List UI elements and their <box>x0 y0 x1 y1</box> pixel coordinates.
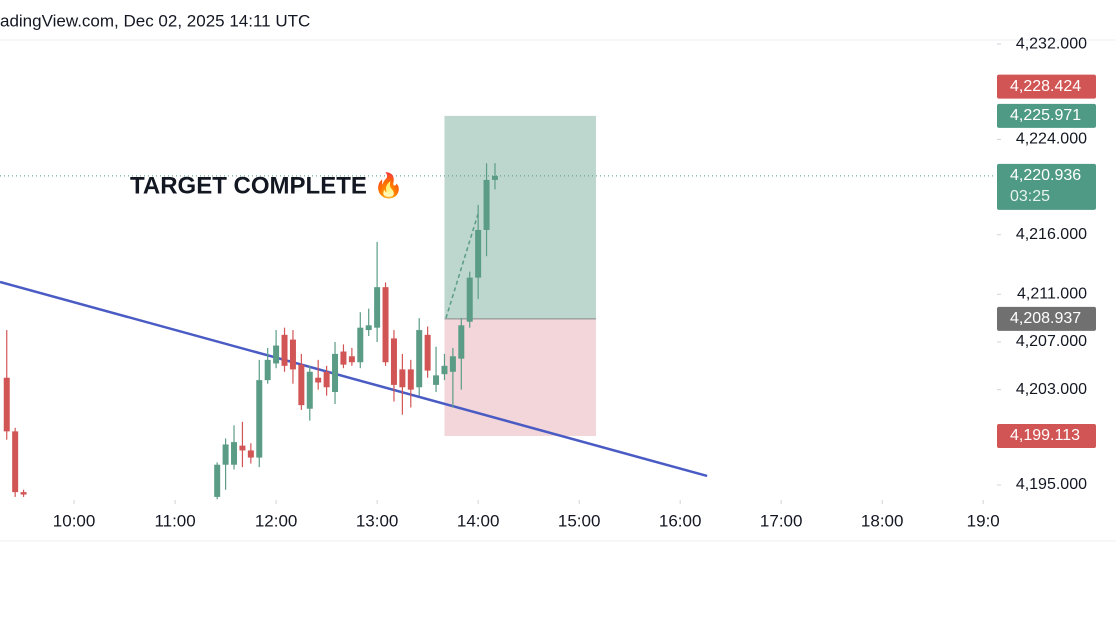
candle-body <box>374 287 381 328</box>
candle-body <box>466 277 473 322</box>
annotation: TARGET COMPLETE 🔥 <box>130 171 403 199</box>
x-tick-label: 11:00 <box>154 511 195 530</box>
x-tick-label: 12:00 <box>255 511 298 530</box>
x-tick-label: 18:00 <box>861 511 904 530</box>
x-tick-label: 14:00 <box>457 511 500 530</box>
candle-body <box>475 229 482 278</box>
candle-body <box>239 445 246 451</box>
candle-body <box>256 380 263 458</box>
price-marker <box>997 74 1096 99</box>
candle-body <box>247 450 254 458</box>
price-marker-label: 4,225.971 <box>1010 107 1081 124</box>
candle-body <box>3 377 10 432</box>
y-tick-label: 4,195.000 <box>1016 476 1087 493</box>
candle-body <box>458 325 465 359</box>
header-text: adingView.com, Dec 02, 2025 14:11 UTC <box>0 11 310 30</box>
price-marker <box>997 423 1096 448</box>
candle-body <box>365 325 372 331</box>
candle-body <box>424 334 431 371</box>
candle-body <box>323 371 330 388</box>
candle-body <box>281 334 288 366</box>
price-marker <box>997 103 1096 128</box>
trend-line <box>0 280 708 478</box>
candle-body <box>315 377 322 383</box>
candle-body <box>222 444 229 465</box>
x-tick-label: 10:00 <box>53 511 96 530</box>
candle-body <box>416 330 423 388</box>
price-marker-label: 4,220.936 <box>1010 167 1081 184</box>
x-tick-label: 19:0 <box>967 511 1000 530</box>
y-tick-label: 4,232.000 <box>1016 35 1087 52</box>
candle-body <box>20 492 27 495</box>
axes: 4,232.000 4,224.000 4,216.000 4,211.000 4,20… <box>53 35 1096 530</box>
y-tick-label: 4,207.000 <box>1016 333 1087 350</box>
candle-body <box>340 351 347 365</box>
plot-area <box>0 115 995 500</box>
candle-body <box>407 369 414 390</box>
x-tick-label: 16:00 <box>659 511 702 530</box>
price-marker <box>997 163 1096 210</box>
candle-body <box>12 431 19 493</box>
price-marker-label: 4,228.424 <box>1010 78 1081 95</box>
candle-body <box>357 327 364 363</box>
stop-zone <box>444 318 596 436</box>
candle-body <box>491 175 498 180</box>
x-tick-label: 13:00 <box>356 511 399 530</box>
price-marker-label: 4,199.113 <box>1010 427 1080 444</box>
y-tick-label: 4,216.000 <box>1016 226 1087 243</box>
candle-body <box>348 356 355 363</box>
x-tick-label: 15:00 <box>558 511 601 530</box>
candle-body <box>273 345 280 364</box>
candle-body <box>289 339 296 370</box>
price-marker-label: 4,208.937 <box>1010 310 1081 327</box>
candle-body <box>382 287 389 363</box>
candle-body <box>214 464 221 497</box>
countdown-label: 03:25 <box>1010 188 1050 205</box>
candle-body <box>390 338 397 385</box>
price-marker <box>997 306 1096 331</box>
candle-body <box>306 371 313 409</box>
candle-body <box>433 375 440 385</box>
candle-body <box>264 359 271 381</box>
candle-body <box>441 365 448 375</box>
y-tick-label: 4,211.000 <box>1017 286 1087 303</box>
candle-body <box>332 353 339 393</box>
candle-body <box>449 356 456 372</box>
candle-body <box>483 179 490 230</box>
candle-body <box>298 364 305 406</box>
x-tick-label: 17:00 <box>760 511 803 530</box>
y-tick-label: 4,224.000 <box>1016 131 1087 148</box>
y-tick-label: 4,203.000 <box>1016 381 1087 398</box>
candle-body <box>231 442 238 465</box>
candle-body <box>399 369 406 388</box>
